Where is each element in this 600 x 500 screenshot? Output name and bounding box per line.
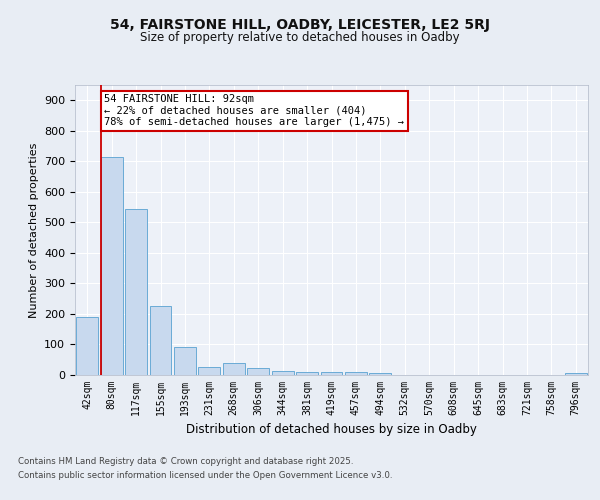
Bar [370,372,391,375]
Y-axis label: Number of detached properties: Number of detached properties [29,142,38,318]
Text: 54, FAIRSTONE HILL, OADBY, LEICESTER, LE2 5RJ: 54, FAIRSTONE HILL, OADBY, LEICESTER, LE… [110,18,490,32]
Bar [247,368,269,375]
Bar [345,372,367,375]
Bar [76,317,98,375]
Bar [125,208,147,375]
Bar [296,372,318,375]
Bar [565,372,587,375]
Bar [320,372,343,375]
Text: Contains public sector information licensed under the Open Government Licence v3: Contains public sector information licen… [18,471,392,480]
Bar [149,306,172,375]
Bar [174,347,196,375]
Text: Size of property relative to detached houses in Oadby: Size of property relative to detached ho… [140,31,460,44]
Bar [272,372,293,375]
X-axis label: Distribution of detached houses by size in Oadby: Distribution of detached houses by size … [186,424,477,436]
Text: Contains HM Land Registry data © Crown copyright and database right 2025.: Contains HM Land Registry data © Crown c… [18,458,353,466]
Bar [223,364,245,375]
Bar [199,368,220,375]
Bar [101,156,122,375]
Text: 54 FAIRSTONE HILL: 92sqm
← 22% of detached houses are smaller (404)
78% of semi-: 54 FAIRSTONE HILL: 92sqm ← 22% of detach… [104,94,404,128]
